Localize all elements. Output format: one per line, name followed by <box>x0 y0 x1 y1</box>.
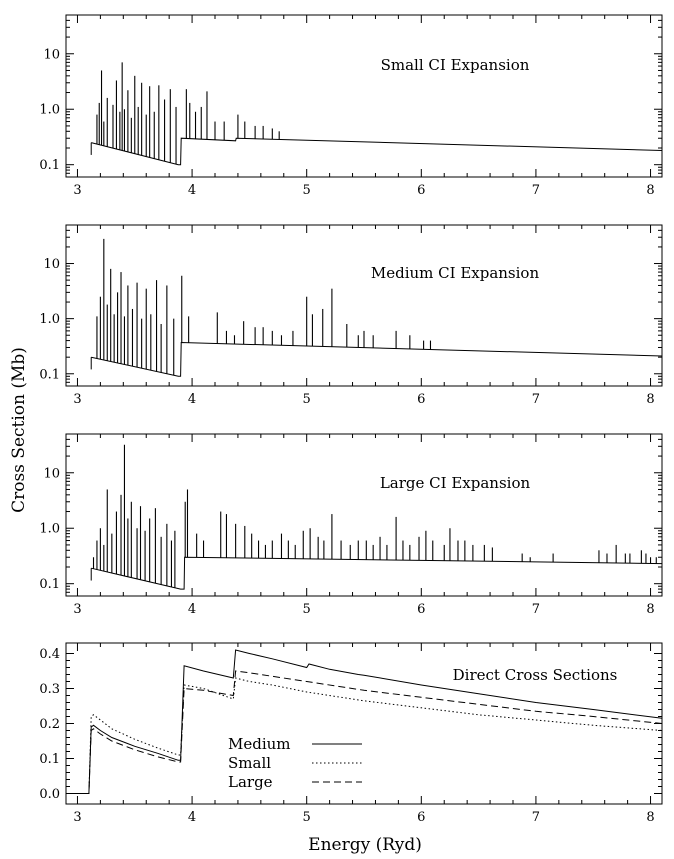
small-ci-plot-frame <box>65 14 663 178</box>
legend-label-large: Large <box>228 773 273 791</box>
medium-ci-x-tick-label: 5 <box>303 392 311 407</box>
medium-ci-y-tick-label: 1.0 <box>39 312 60 327</box>
direct-x-tick-label: 3 <box>73 810 81 825</box>
small-ci-x-tick-label: 7 <box>532 183 540 198</box>
medium-ci-x-tick-label: 8 <box>646 392 654 407</box>
direct-y-tick-label: 0.2 <box>39 717 60 732</box>
legend-label-small: Small <box>228 754 271 772</box>
large-ci-x-tick-label: 5 <box>303 602 311 617</box>
small-ci-y-tick-label: 10 <box>43 47 60 62</box>
medium-ci-x-tick-label: 6 <box>417 392 425 407</box>
direct-panel-title: Direct Cross Sections <box>453 666 618 684</box>
small-ci-x-tick-label: 8 <box>646 183 654 198</box>
panel-small-ci: 3 4 5 6 7 8 0.1 1.0 10 Small CI Expansion <box>39 14 663 198</box>
large-ci-background-line <box>91 556 662 590</box>
medium-ci-panel-title: Medium CI Expansion <box>371 264 540 282</box>
direct-y-tick-label: 0.3 <box>39 682 60 697</box>
small-ci-y-tick-label: 0.1 <box>39 158 60 173</box>
direct-y-tick-label: 0.0 <box>39 787 60 802</box>
large-ci-panel-title: Large CI Expansion <box>380 474 531 492</box>
series-small-line <box>71 677 662 794</box>
medium-ci-x-tick-label: 3 <box>73 392 81 407</box>
large-ci-plot-frame <box>65 433 663 597</box>
medium-ci-data-area <box>90 238 662 377</box>
panel-medium-ci: 3 4 5 6 7 8 0.1 1.0 10 Medium CI Expansion <box>39 224 663 407</box>
direct-data-area <box>71 649 662 794</box>
y-axis-title: Cross Section (Mb) <box>9 347 29 513</box>
legend-label-medium: Medium <box>228 735 291 753</box>
large-ci-data-area <box>90 444 662 590</box>
large-ci-x-tick-label: 6 <box>417 602 425 617</box>
large-ci-x-tick-label: 3 <box>73 602 81 617</box>
large-ci-y-tick-label: 10 <box>43 466 60 481</box>
direct-x-tick-label: 4 <box>188 810 196 825</box>
medium-ci-y-tick-label: 0.1 <box>39 367 60 382</box>
large-ci-x-tick-label: 8 <box>646 602 654 617</box>
panel-direct: 3 4 5 6 7 8 0.0 0.1 0.2 0.3 0.4 Direct Cross Sectio… <box>39 642 663 825</box>
medium-ci-x-tick-label: 4 <box>188 392 196 407</box>
small-ci-data-area <box>90 62 662 166</box>
small-ci-x-tick-label: 5 <box>303 183 311 198</box>
series-large-line <box>71 670 662 794</box>
medium-ci-x-tick-label: 7 <box>532 392 540 407</box>
direct-y-tick-label: 0.1 <box>39 752 60 767</box>
direct-x-tick-label: 6 <box>417 810 425 825</box>
small-ci-background-line <box>91 137 662 166</box>
small-ci-panel-title: Small CI Expansion <box>381 56 530 74</box>
medium-ci-background-line <box>91 341 662 377</box>
direct-x-tick-label: 8 <box>646 810 654 825</box>
panel-large-ci: 3 4 5 6 7 8 0.1 1.0 10 Large CI Expansion <box>39 433 663 617</box>
small-ci-y-tick-label: 1.0 <box>39 103 60 118</box>
direct-x-tick-label: 7 <box>532 810 540 825</box>
direct-y-tick-label: 0.4 <box>39 647 60 662</box>
series-medium-line <box>71 649 662 794</box>
large-ci-y-tick-label: 1.0 <box>39 522 60 537</box>
large-ci-y-tick-label: 0.1 <box>39 577 60 592</box>
direct-x-tick-label: 5 <box>303 810 311 825</box>
medium-ci-y-tick-label: 10 <box>43 257 60 272</box>
medium-ci-plot-frame <box>65 224 663 387</box>
large-ci-x-tick-label: 7 <box>532 602 540 617</box>
small-ci-x-tick-label: 3 <box>73 183 81 198</box>
x-axis-title: Energy (Ryd) <box>308 835 422 855</box>
large-ci-x-tick-label: 4 <box>188 602 196 617</box>
small-ci-x-tick-label: 4 <box>188 183 196 198</box>
small-ci-x-tick-label: 6 <box>417 183 425 198</box>
